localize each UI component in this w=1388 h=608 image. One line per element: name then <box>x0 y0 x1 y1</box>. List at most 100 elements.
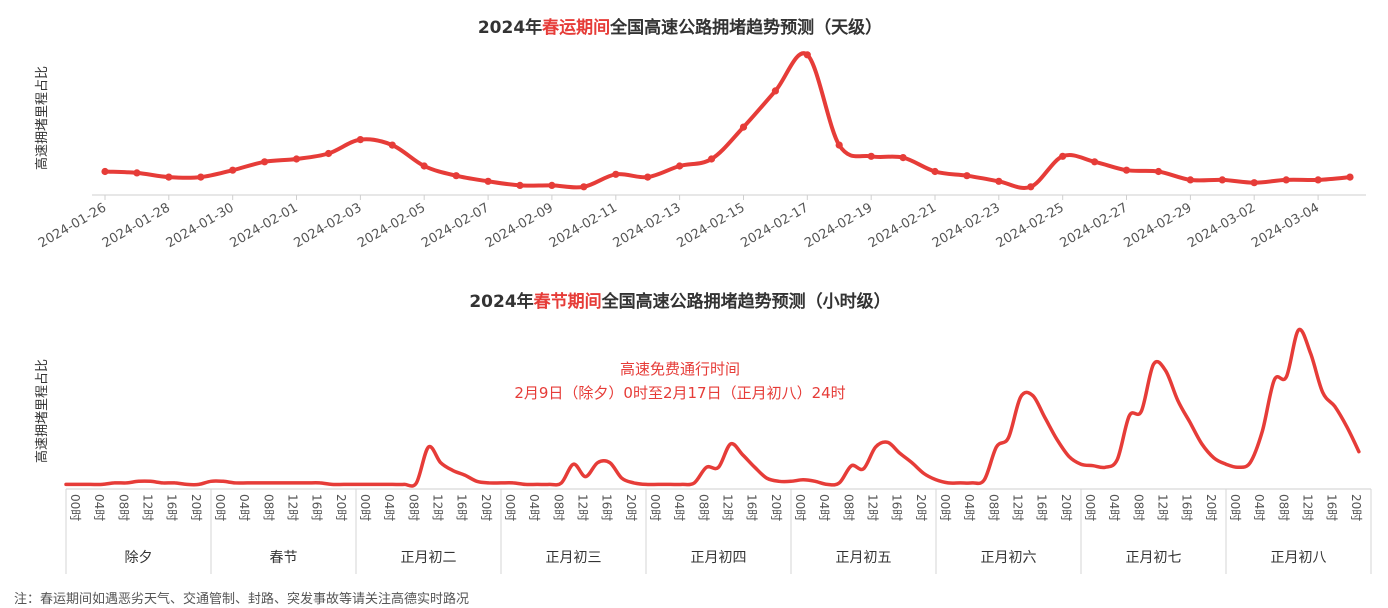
chart2-title-suffix: 全国高速公路拥堵趋势预测（小时级） <box>601 291 891 312</box>
chart2-hour-tick-label: 04时 <box>237 494 251 521</box>
chart1-x-tick-label: 2024-01-28 <box>100 200 173 251</box>
chart1-point <box>229 166 237 174</box>
chart1-point <box>771 87 780 95</box>
chart2-hour-tick-label: 20时 <box>1204 494 1218 521</box>
chart2-hour-tick-label: 00时 <box>1083 494 1097 521</box>
chart1-point <box>1218 176 1226 184</box>
chart1-point <box>867 152 875 160</box>
chart2-day-label: 正月初三 <box>546 549 602 566</box>
chart2-ylabel: 高速拥堵里程占比 <box>34 359 50 463</box>
chart2-hour-tick-label: 16时 <box>455 494 469 521</box>
chart2-hour-tick-label: 08时 <box>986 494 1000 521</box>
chart2-hour-tick-label: 00时 <box>68 494 82 521</box>
chart2-hour-tick-label: 20时 <box>334 494 348 521</box>
chart1-point <box>644 173 652 181</box>
chart2-hour-tick-label: 12时 <box>141 494 155 521</box>
chart2-hour-tick-label: 04时 <box>1252 494 1266 521</box>
chart2-hour-tick-label: 20时 <box>479 494 493 521</box>
chart2-hour-tick-label: 08时 <box>696 494 710 521</box>
chart1-x-tick-label: 2024-02-01 <box>228 200 301 251</box>
chart1-point <box>101 167 109 176</box>
chart1-point <box>1314 176 1322 184</box>
chart2-annotation-line1: 高速免费通行时间 <box>620 360 740 378</box>
chart1-title-prefix: 2024年 <box>478 17 542 38</box>
chart1-point <box>995 177 1003 185</box>
chart2-hour-tick-label: 00时 <box>358 494 372 521</box>
chart1-point <box>452 172 460 180</box>
chart1-point <box>1282 176 1290 184</box>
chart1-point <box>516 181 524 189</box>
chart2-hour-tick-label: 04时 <box>962 494 976 521</box>
chart2-hour-tick-label: 08时 <box>551 494 565 521</box>
chart2-hour-tick-label: 16时 <box>310 494 324 521</box>
chart2-hour-tick-label: 08时 <box>116 494 130 521</box>
chart1-x-tick-label: 2024-03-02 <box>1185 200 1258 251</box>
chart1-x-tick-label: 2024-02-23 <box>930 200 1003 251</box>
chart1-point <box>963 172 971 180</box>
chart2-hour-tick-label: 04时 <box>382 494 396 521</box>
chart2-hour-tick-label: 20时 <box>914 494 928 521</box>
chart1-x-tick-label: 2024-02-17 <box>738 200 811 251</box>
chart2-hour-tick-label: 16时 <box>600 494 614 521</box>
chart1-point <box>1346 173 1354 181</box>
chart1-title: 2024年春运期间全国高速公路拥堵趋势预测（天级） <box>478 17 882 38</box>
chart1-x-tick-label: 2024-02-13 <box>611 200 684 251</box>
chart1-point <box>931 167 939 176</box>
chart2-hour-tick-label: 08时 <box>261 494 275 521</box>
chart1-x-tick-label: 2024-02-09 <box>483 200 556 251</box>
chart1-point <box>165 173 173 181</box>
chart2-day-label: 正月初五 <box>836 549 892 566</box>
chart1-point <box>1154 167 1163 176</box>
chart2-hour-tick-label: 16时 <box>1180 494 1194 521</box>
chart2-day-label: 除夕 <box>125 550 153 566</box>
chart1-point <box>580 183 588 191</box>
chart1-x-tick-label: 2024-02-29 <box>1121 200 1194 251</box>
chart1-x-tick-label: 2024-02-05 <box>355 200 428 251</box>
chart1-point <box>1186 176 1194 184</box>
chart1-point <box>1027 183 1035 191</box>
chart1-x-tick-label: 2024-02-21 <box>866 200 939 251</box>
chart2-hour-tick-label: 16时 <box>165 494 179 521</box>
chart2-hour-tick-label: 20时 <box>624 494 638 521</box>
chart1-ylabel: 高速拥堵里程占比 <box>34 66 50 170</box>
chart2-hour-tick-label: 04时 <box>92 494 106 521</box>
footnote: 注：春运期间如遇恶劣天气、交通管制、封路、突发事故等请关注高德实时路况 <box>14 592 470 607</box>
chart1-point <box>739 123 748 131</box>
chart1-point <box>1091 158 1099 166</box>
chart2-day-label: 春节 <box>270 550 298 566</box>
chart2-hour-tick-label: 08时 <box>1276 494 1290 521</box>
chart2-hour-tick-label: 00时 <box>1228 494 1242 521</box>
chart2-hour-tick-label: 12时 <box>866 494 880 521</box>
chart1-point <box>388 141 396 149</box>
chart1-x-tick-label: 2024-02-27 <box>1058 200 1131 251</box>
chart2-title: 2024年春节期间全国高速公路拥堵趋势预测（小时级） <box>469 291 890 312</box>
chart2-day-label: 正月初二 <box>401 549 457 566</box>
chart1-points <box>101 51 1354 191</box>
chart1-point <box>803 51 811 59</box>
chart2-hour-tick-label: 08时 <box>1131 494 1145 521</box>
chart2-day-label: 正月初八 <box>1271 549 1327 566</box>
chart2-hour-tick-label: 08时 <box>841 494 855 521</box>
chart1-point <box>835 141 843 149</box>
chart1-point <box>197 173 205 181</box>
chart2-hour-tick-label: 12时 <box>1156 494 1170 521</box>
chart2-hour-tick-label: 12时 <box>576 494 590 521</box>
chart1-point <box>1059 152 1067 160</box>
chart1-point <box>899 154 907 162</box>
chart1-x-tick-label: 2024-02-03 <box>291 200 364 251</box>
chart1-point <box>612 170 620 178</box>
chart1-point <box>261 158 269 166</box>
chart1-point <box>548 181 556 189</box>
chart2-hour-tick-label: 16时 <box>1035 494 1049 521</box>
chart2-hour-tick-label: 20时 <box>1059 494 1073 521</box>
chart2-hour-tick-label: 20时 <box>189 494 203 521</box>
chart2-hour-tick-label: 20时 <box>1349 494 1363 521</box>
chart2-day-label: 正月初六 <box>981 549 1037 566</box>
chart1-point <box>484 177 492 185</box>
chart1-x-tick-label: 2024-02-19 <box>802 200 875 251</box>
chart1-point <box>676 162 684 170</box>
chart2-hour-tick-label: 04时 <box>817 494 831 521</box>
chart1-point <box>292 155 301 163</box>
chart2-hour-tick-label: 00时 <box>793 494 807 521</box>
